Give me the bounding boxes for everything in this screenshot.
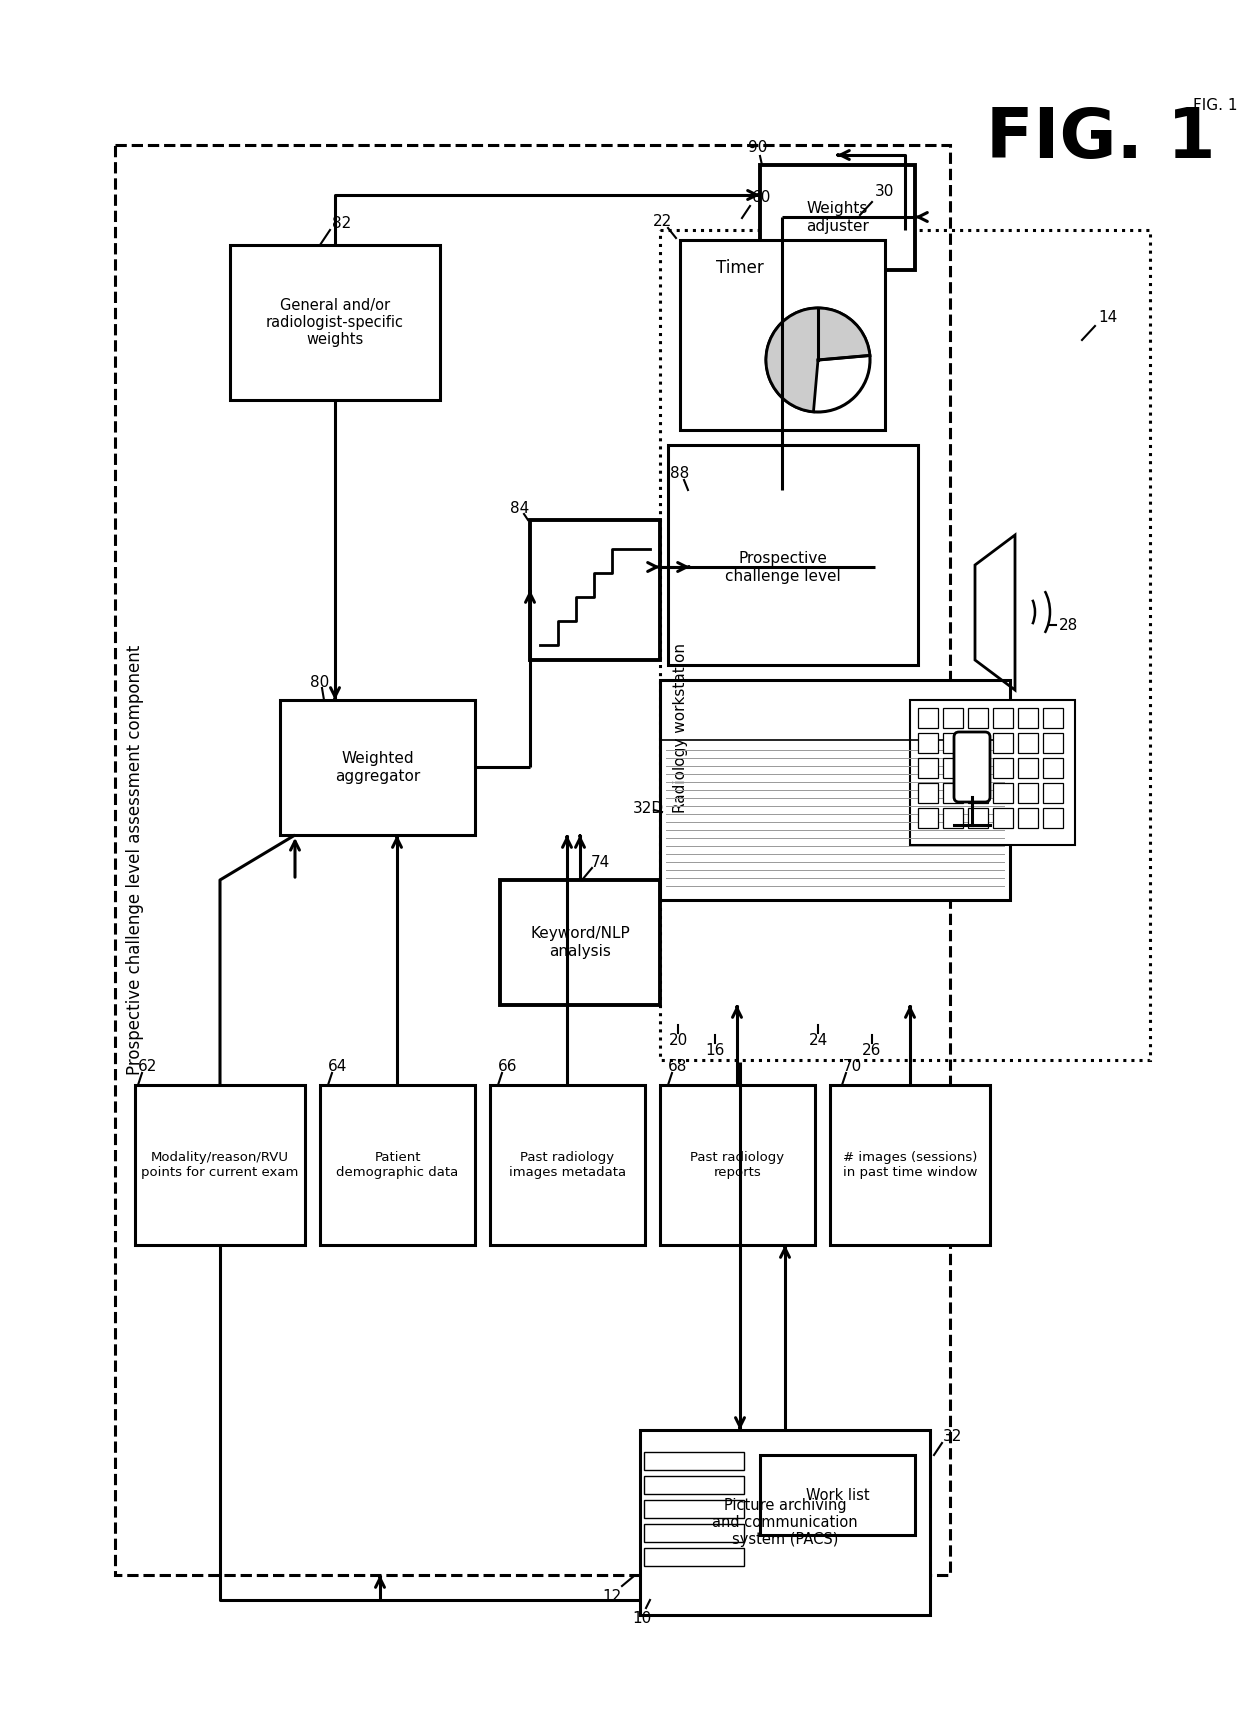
- Text: Weights
adjuster: Weights adjuster: [806, 202, 869, 234]
- Bar: [320, 1086, 475, 1245]
- Bar: [968, 708, 988, 728]
- Text: Radiology workstation: Radiology workstation: [672, 643, 687, 812]
- Text: Timer: Timer: [717, 258, 764, 277]
- Text: Keyword/NLP
analysis: Keyword/NLP analysis: [531, 927, 630, 959]
- Bar: [660, 231, 1149, 1060]
- Text: 64: 64: [329, 1058, 347, 1074]
- Text: Prospective
challenge level: Prospective challenge level: [724, 551, 841, 583]
- Bar: [689, 491, 875, 645]
- Bar: [490, 1086, 645, 1245]
- Text: 20: 20: [668, 1033, 688, 1048]
- Text: # images (sessions)
in past time window: # images (sessions) in past time window: [843, 1151, 977, 1178]
- Text: 60: 60: [753, 190, 771, 205]
- Text: 32D: 32D: [632, 800, 663, 816]
- Bar: [644, 1476, 744, 1495]
- Bar: [1043, 734, 1063, 752]
- Bar: [1043, 758, 1063, 778]
- Text: Modality/reason/RVU
points for current exam: Modality/reason/RVU points for current e…: [141, 1151, 299, 1178]
- Text: 28: 28: [1059, 617, 1078, 633]
- Text: 84: 84: [511, 501, 529, 515]
- Bar: [660, 1086, 815, 1245]
- Bar: [135, 1086, 305, 1245]
- Bar: [680, 239, 885, 429]
- Text: 26: 26: [862, 1043, 882, 1057]
- Bar: [644, 1452, 744, 1471]
- Text: Past radiology
images metadata: Past radiology images metadata: [508, 1151, 626, 1178]
- Bar: [830, 1086, 990, 1245]
- Bar: [968, 758, 988, 778]
- Bar: [942, 783, 963, 804]
- Text: Prospective challenge level assessment component: Prospective challenge level assessment c…: [126, 645, 144, 1076]
- FancyBboxPatch shape: [954, 732, 990, 802]
- Text: 16: 16: [706, 1043, 724, 1057]
- Bar: [968, 783, 988, 804]
- Bar: [668, 445, 918, 665]
- Bar: [1018, 783, 1038, 804]
- Text: 70: 70: [842, 1058, 862, 1074]
- Wedge shape: [766, 308, 869, 412]
- Bar: [968, 809, 988, 828]
- Text: 10: 10: [632, 1611, 652, 1626]
- Text: Weighted
aggregator: Weighted aggregator: [335, 751, 420, 783]
- Bar: [660, 681, 1011, 899]
- Text: 14: 14: [1099, 311, 1117, 325]
- Bar: [229, 245, 440, 400]
- Text: FIG. 1: FIG. 1: [1193, 97, 1238, 113]
- Text: Patient
demographic data: Patient demographic data: [336, 1151, 459, 1178]
- Bar: [1043, 708, 1063, 728]
- Bar: [644, 1548, 744, 1566]
- Bar: [1043, 783, 1063, 804]
- Bar: [910, 699, 1075, 845]
- Text: 74: 74: [590, 855, 610, 869]
- Text: 68: 68: [668, 1058, 688, 1074]
- Bar: [942, 758, 963, 778]
- Bar: [918, 758, 937, 778]
- Text: Work list: Work list: [806, 1488, 869, 1503]
- Bar: [942, 809, 963, 828]
- Text: 66: 66: [498, 1058, 518, 1074]
- Bar: [993, 783, 1013, 804]
- Text: 88: 88: [671, 465, 689, 481]
- Text: 24: 24: [808, 1033, 827, 1048]
- Bar: [993, 758, 1013, 778]
- Bar: [644, 1524, 744, 1542]
- Bar: [529, 520, 660, 660]
- Bar: [1018, 708, 1038, 728]
- Bar: [918, 708, 937, 728]
- Bar: [644, 1500, 744, 1518]
- Bar: [115, 145, 950, 1575]
- Bar: [640, 1430, 930, 1614]
- Bar: [760, 1455, 915, 1536]
- Bar: [968, 734, 988, 752]
- Text: 62: 62: [139, 1058, 157, 1074]
- Bar: [1018, 809, 1038, 828]
- Bar: [993, 734, 1013, 752]
- Bar: [993, 809, 1013, 828]
- Text: 22: 22: [652, 214, 672, 229]
- Bar: [1043, 809, 1063, 828]
- Bar: [1018, 734, 1038, 752]
- Bar: [942, 708, 963, 728]
- Text: 30: 30: [875, 185, 895, 200]
- Text: 32: 32: [942, 1428, 962, 1443]
- Text: 12: 12: [603, 1589, 621, 1604]
- Bar: [280, 699, 475, 834]
- Text: 82: 82: [332, 217, 352, 231]
- Bar: [760, 164, 915, 270]
- Bar: [500, 881, 660, 1005]
- Bar: [942, 734, 963, 752]
- Bar: [918, 809, 937, 828]
- Circle shape: [766, 308, 870, 412]
- Bar: [918, 734, 937, 752]
- Bar: [1018, 758, 1038, 778]
- Bar: [918, 783, 937, 804]
- Text: Picture archiving
and communication
system (PACS): Picture archiving and communication syst…: [712, 1498, 858, 1548]
- Text: General and/or
radiologist-specific
weights: General and/or radiologist-specific weig…: [267, 298, 404, 347]
- Bar: [993, 708, 1013, 728]
- Text: 80: 80: [310, 674, 330, 689]
- Text: Past radiology
reports: Past radiology reports: [691, 1151, 785, 1178]
- Text: FIG. 1: FIG. 1: [986, 104, 1215, 173]
- Text: 90: 90: [748, 140, 768, 156]
